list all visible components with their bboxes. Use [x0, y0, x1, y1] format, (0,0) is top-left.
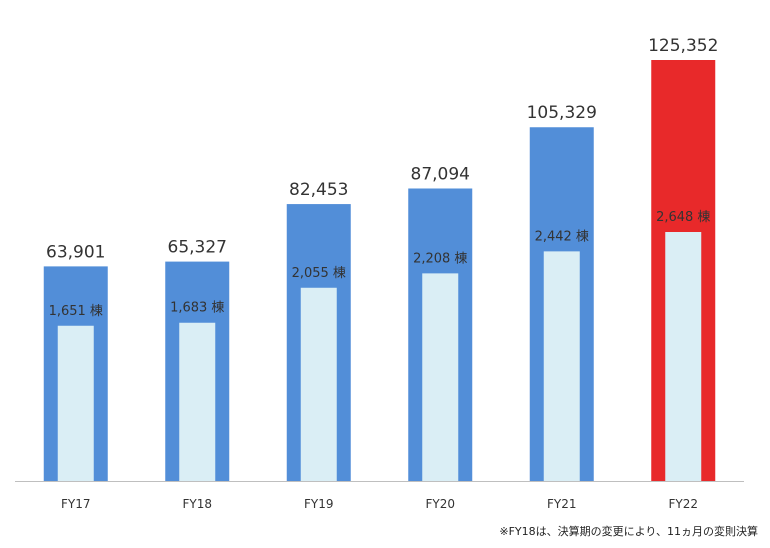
x-tick-label: FY17	[61, 497, 91, 511]
x-tick-label: FY22	[668, 497, 698, 511]
bar-inner	[300, 287, 337, 481]
data-label-inner: 2,648 棟	[656, 210, 710, 225]
data-label-outer: 105,329	[527, 103, 597, 123]
data-label-outer: 65,327	[168, 238, 227, 258]
x-tick-label: FY18	[182, 497, 212, 511]
data-label-inner: 1,651 棟	[49, 304, 103, 319]
x-tick-label: FY19	[304, 497, 334, 511]
x-tick-label: FY20	[425, 497, 455, 511]
data-label-outer: 87,094	[411, 164, 470, 184]
data-label-inner: 2,442 棟	[535, 229, 589, 244]
bar-inner	[179, 322, 216, 481]
bar-inner	[665, 232, 702, 481]
data-label-inner: 2,055 棟	[292, 266, 346, 281]
data-label-inner: 1,683 棟	[170, 301, 224, 316]
data-label-outer: 125,352	[648, 36, 718, 56]
footnote: ※FY18は、決算期の変更により、11ヵ月の変則決算	[499, 525, 758, 538]
data-label-outer: 63,901	[46, 242, 105, 262]
data-label-outer: 82,453	[289, 180, 348, 200]
bar-inner	[57, 325, 94, 481]
bar-inner	[543, 251, 580, 481]
bar-inner	[422, 273, 459, 481]
data-label-inner: 2,208 棟	[413, 251, 467, 266]
x-tick-label: FY21	[547, 497, 577, 511]
